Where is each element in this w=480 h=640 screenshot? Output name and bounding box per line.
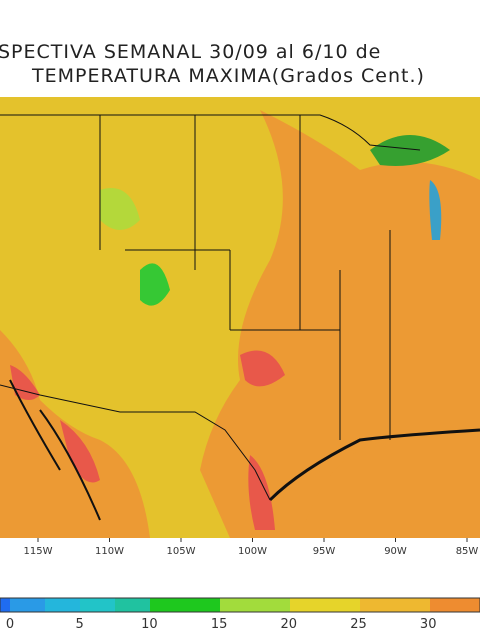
colorbar-label: 15	[211, 617, 228, 632]
colorbar-label: 30	[420, 617, 437, 632]
longitude-label: 115W	[24, 546, 53, 557]
colorbar-label: 5	[76, 617, 84, 632]
longitude-label: 90W	[384, 546, 407, 557]
colorbar-label: 10	[141, 617, 158, 632]
longitude-label: 95W	[313, 546, 336, 557]
longitude-label: 105W	[167, 546, 196, 557]
colorbar-label: 25	[350, 617, 367, 632]
colorbar	[0, 597, 480, 613]
title-line-2: TEMPERATURA MAXIMA(Grados Cent.)	[31, 65, 425, 87]
longitude-label: 85W	[456, 546, 479, 557]
longitude-label: 110W	[95, 546, 124, 557]
title-line-1: SPECTIVA SEMANAL 30/09 al 6/10 de	[0, 41, 381, 63]
colorbar-label: 20	[281, 617, 298, 632]
colorbar-label: 0	[6, 617, 14, 632]
map	[0, 97, 480, 538]
longitude-label: 100W	[238, 546, 267, 557]
